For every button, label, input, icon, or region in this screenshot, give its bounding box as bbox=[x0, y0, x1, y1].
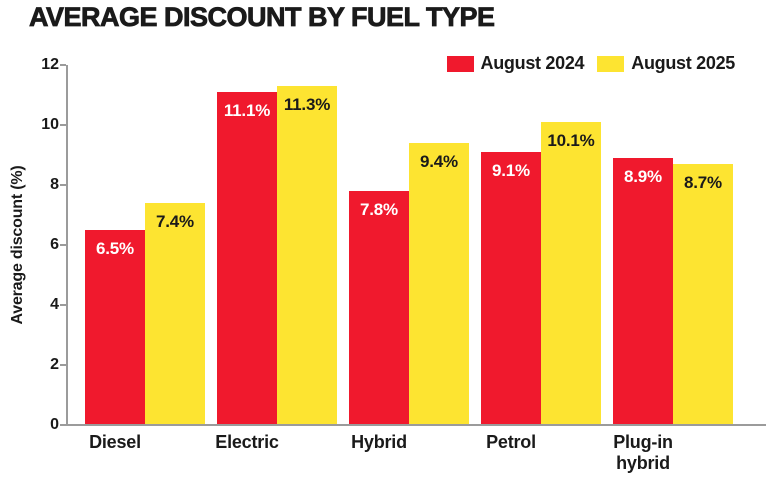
y-tick-mark-4 bbox=[60, 304, 66, 306]
y-tick-label-6: 6 bbox=[50, 236, 59, 253]
legend: August 2024 August 2025 bbox=[446, 53, 735, 74]
bar-value-label-august-2024-diesel: 6.5% bbox=[96, 239, 134, 258]
bar-august-2024-petrol: 9.1% bbox=[481, 152, 541, 425]
bar-value-label-august-2024-petrol: 9.1% bbox=[492, 161, 530, 180]
bar-august-2025-diesel: 7.4% bbox=[145, 203, 205, 425]
bar-august-2024-plug-in-hybrid: 8.9% bbox=[613, 158, 673, 425]
bar-august-2025-hybrid: 9.4% bbox=[409, 143, 469, 425]
x-axis-label-electric: Electric bbox=[215, 432, 279, 452]
y-tick-label-0: 0 bbox=[50, 416, 59, 433]
y-tick-label-4: 4 bbox=[50, 296, 59, 313]
bar-august-2025-plug-in-hybrid: 8.7% bbox=[673, 164, 733, 425]
bar-value-label-august-2025-electric: 11.3% bbox=[283, 95, 331, 114]
bar-august-2025-petrol: 10.1% bbox=[541, 122, 601, 425]
bar-value-label-august-2024-plug-in-hybrid: 8.9% bbox=[624, 167, 662, 186]
bar-value-label-august-2025-diesel: 7.4% bbox=[156, 212, 194, 231]
bar-value-label-august-2025-plug-in-hybrid: 8.7% bbox=[684, 173, 722, 192]
y-tick-mark-0 bbox=[60, 424, 66, 426]
legend-label-august-2025: August 2025 bbox=[631, 53, 735, 73]
legend-swatch-august-2025 bbox=[597, 55, 625, 72]
legend-item-august-2024: August 2024 bbox=[446, 53, 585, 74]
y-tick-mark-6 bbox=[60, 244, 66, 246]
bar-august-2024-hybrid: 7.8% bbox=[349, 191, 409, 425]
bar-value-label-august-2024-electric: 11.1% bbox=[223, 101, 271, 120]
bar-august-2024-diesel: 6.5% bbox=[85, 230, 145, 425]
y-tick-mark-10 bbox=[60, 124, 66, 126]
x-axis-label-plug-in-hybrid: Plug-in hybrid bbox=[613, 432, 673, 473]
y-tick-label-12: 12 bbox=[41, 56, 59, 73]
legend-label-august-2024: August 2024 bbox=[480, 53, 585, 73]
x-axis-label-hybrid: Hybrid bbox=[351, 432, 407, 452]
y-tick-label-8: 8 bbox=[50, 176, 59, 193]
chart-title: AVERAGE DISCOUNT BY FUEL TYPE bbox=[29, 2, 496, 33]
bar-august-2025-electric: 11.3% bbox=[277, 86, 337, 425]
bar-value-label-august-2024-hybrid: 7.8% bbox=[360, 200, 398, 219]
x-axis-label-petrol: Petrol bbox=[486, 432, 536, 452]
legend-swatch-august-2024 bbox=[446, 55, 474, 72]
y-axis-line bbox=[66, 65, 68, 425]
x-axis-line bbox=[66, 424, 766, 426]
y-tick-mark-8 bbox=[60, 184, 66, 186]
bar-value-label-august-2025-hybrid: 9.4% bbox=[420, 152, 458, 171]
y-tick-label-10: 10 bbox=[41, 116, 59, 133]
bar-august-2024-electric: 11.1% bbox=[217, 92, 277, 425]
bar-value-label-august-2025-petrol: 10.1% bbox=[547, 131, 595, 150]
y-tick-mark-12 bbox=[60, 64, 66, 66]
y-tick-label-2: 2 bbox=[50, 356, 59, 373]
y-tick-mark-2 bbox=[60, 364, 66, 366]
legend-item-august-2025: August 2025 bbox=[597, 53, 735, 74]
x-axis-label-diesel: Diesel bbox=[89, 432, 141, 452]
